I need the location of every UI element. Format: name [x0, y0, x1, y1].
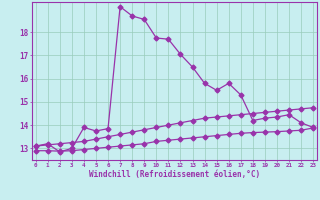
X-axis label: Windchill (Refroidissement éolien,°C): Windchill (Refroidissement éolien,°C) — [89, 170, 260, 179]
